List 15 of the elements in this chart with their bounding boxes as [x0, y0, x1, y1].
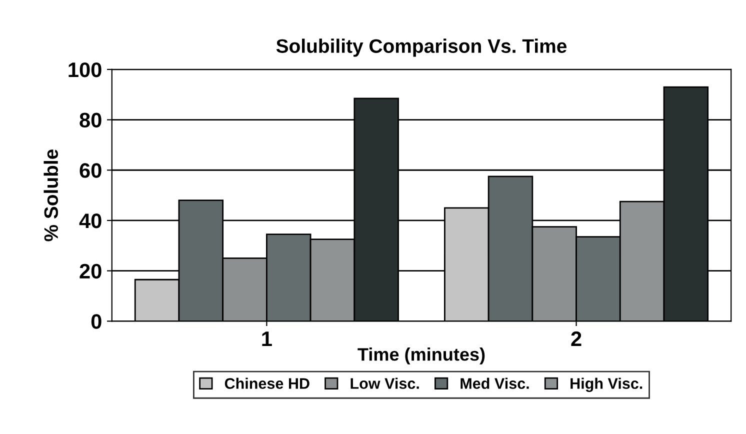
y-axis-title: % Soluble — [44, 150, 58, 242]
x-tick-label: 2 — [571, 331, 582, 346]
legend-label: Low Visc. — [350, 378, 419, 389]
x-axis-title: Time (minutes) — [358, 348, 485, 364]
legend-label: Med Visc. — [460, 378, 529, 389]
y-tick-label: 20 — [80, 264, 102, 279]
y-tick-label: 100 — [68, 62, 102, 78]
legend-label: Chinese HD — [224, 378, 310, 389]
y-tick-label: 80 — [80, 112, 102, 128]
y-tick-label: 60 — [80, 163, 102, 178]
y-tick-label: 0 — [91, 314, 102, 329]
y-tick-label: 40 — [79, 213, 102, 228]
legend-label: High Visc. — [570, 378, 642, 392]
chart-title: Solubility Comparison Vs. Time — [276, 38, 567, 57]
x-tick-label: 1 — [262, 332, 272, 346]
